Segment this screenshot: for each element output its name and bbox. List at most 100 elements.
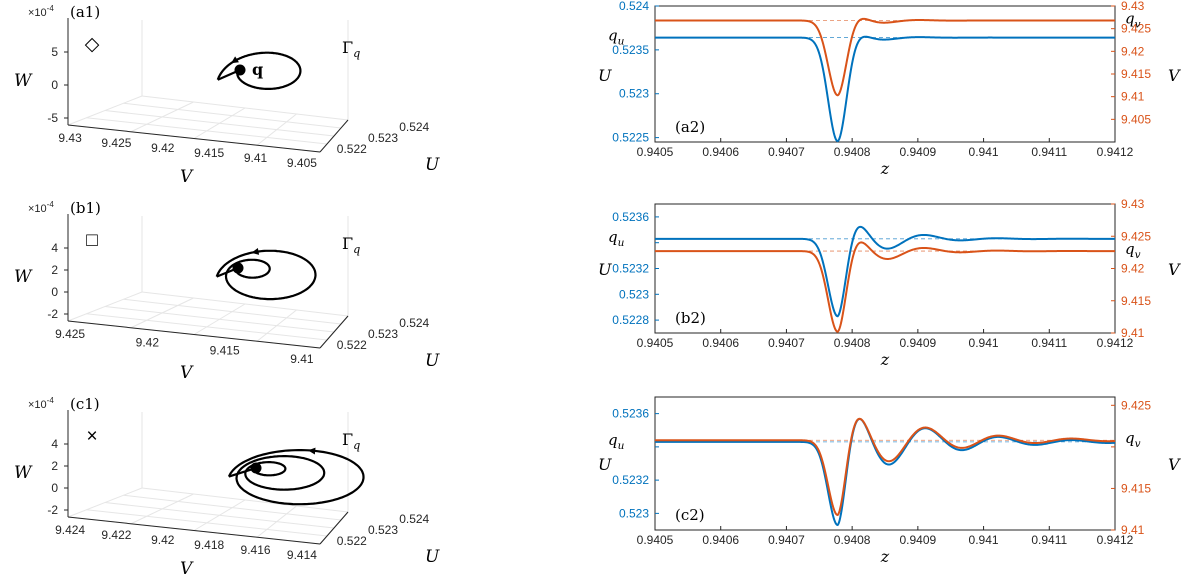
series-u — [655, 417, 1116, 527]
u-axis-title: U — [425, 351, 440, 371]
qv-label: qv — [1125, 429, 1141, 450]
u-axis-line — [319, 119, 349, 153]
v-tick-label: 9.43 — [58, 131, 82, 145]
left-tick-label: 0.524 — [619, 0, 649, 13]
right-tick-label: 9.41 — [1121, 326, 1145, 340]
qu-label: qu — [608, 27, 625, 48]
x-tick-label: 0.9412 — [1097, 336, 1134, 350]
w-tick-label: 2 — [51, 263, 58, 277]
u-axis-line — [319, 511, 349, 545]
orbit-arrow — [231, 56, 239, 64]
v-axis-line — [67, 320, 321, 349]
grid-line — [193, 499, 246, 531]
exponent-label: ×10-4 — [28, 396, 54, 411]
equilibrium-point — [234, 64, 246, 76]
right-tick-label: 9.41 — [1121, 90, 1145, 104]
plot-frame — [654, 5, 1116, 143]
left-tick-label: 0.523 — [619, 506, 649, 520]
panel-label: (c1) — [70, 395, 100, 413]
w-axis-title: W — [14, 267, 33, 287]
orbit-label: Γq — [342, 430, 360, 452]
orbit-gamma-q — [215, 249, 317, 301]
series-v — [655, 417, 1116, 517]
w-tick-label: -2 — [47, 307, 58, 321]
profile-panel-b2: 0.9405 0.9406 0.9407 0.9408 0.9409 0.941 0.941… — [598, 197, 1181, 369]
plot-frame — [654, 203, 1116, 334]
right-axis-title: V — [1168, 260, 1181, 279]
orbit-label: Γq — [342, 234, 360, 256]
v-tick-label: 9.425 — [101, 136, 131, 150]
orbit-gamma-q — [227, 449, 365, 506]
x-tick-label: 0.9412 — [1097, 145, 1134, 159]
v-axis-line — [67, 516, 321, 545]
w-tick-label: 5 — [51, 45, 58, 59]
v-axis-title: V — [180, 363, 194, 383]
left-tick-label: 0.523 — [619, 287, 649, 301]
u-axis-title: U — [425, 547, 440, 567]
grid-line — [123, 494, 342, 521]
marker-symbol: □ — [86, 230, 98, 251]
right-tick-label: 9.43 — [1121, 0, 1145, 13]
equilibrium-point — [232, 262, 244, 274]
x-tick-label: 0.9408 — [834, 533, 871, 547]
point-label-q: q — [252, 60, 263, 79]
right-axis-title: V — [1168, 66, 1181, 85]
u-tick-label: 0.524 — [399, 316, 429, 330]
u-tick-label: 0.522 — [337, 534, 367, 548]
u-tick-label: 0.524 — [399, 512, 429, 526]
w-tick-label: 0 — [51, 285, 58, 299]
x-tick-label: 0.9412 — [1097, 533, 1134, 547]
orbit-arrow — [308, 447, 316, 455]
left-axis-title: U — [598, 455, 612, 474]
left-tick-label: 0.5232 — [612, 473, 649, 487]
panel-label: (c2) — [675, 506, 705, 524]
u-tick-label: 0.523 — [368, 523, 398, 537]
x-tick-label: 0.941 — [969, 145, 999, 159]
left-tick-label: 0.5235 — [612, 43, 649, 57]
orbit-arrow — [251, 248, 260, 255]
x-axis-title: z — [880, 547, 890, 566]
right-tick-label: 9.415 — [1121, 294, 1151, 308]
right-tick-label: 9.405 — [1121, 112, 1151, 126]
u-tick-label: 0.523 — [368, 131, 398, 145]
w-tick-label: 0 — [51, 78, 58, 92]
x-tick-label: 0.9406 — [702, 336, 739, 350]
v-tick-label: 9.42 — [136, 335, 160, 349]
v-tick-label: 9.405 — [287, 156, 317, 170]
phase-panel-a1: ×10-4 (a1) ◇ 5 0 -5 W 9.43 9.425 9.42 9.415 9.41 9.4… — [14, 3, 440, 187]
right-tick-label: 9.415 — [1121, 481, 1151, 495]
x-tick-label: 0.9408 — [834, 145, 871, 159]
grid-line — [256, 505, 297, 538]
series-u — [655, 35, 1115, 143]
u-tick-label: 0.522 — [337, 142, 367, 156]
orbit-gamma-q — [216, 51, 302, 90]
v-tick-label: 9.41 — [290, 352, 314, 366]
v-tick-label: 9.42 — [151, 533, 175, 547]
exponent-label: ×10-4 — [28, 200, 54, 215]
w-tick-label: 0 — [51, 481, 58, 495]
right-tick-label: 9.415 — [1121, 67, 1151, 81]
grid-line — [193, 303, 246, 335]
x-tick-label: 0.9409 — [900, 533, 937, 547]
left-tick-label: 0.5236 — [612, 210, 649, 224]
right-tick-label: 9.425 — [1121, 229, 1151, 243]
x-tick-label: 0.941 — [969, 533, 999, 547]
w-tick-label: 4 — [51, 437, 58, 451]
w-tick-label: 2 — [51, 459, 58, 473]
v-tick-label: 9.418 — [194, 538, 224, 552]
x-tick-label: 0.9407 — [768, 336, 805, 350]
x-tick-label: 0.9408 — [834, 336, 871, 350]
series-v — [655, 17, 1115, 97]
grid-line — [123, 298, 342, 325]
exponent-label: ×10-4 — [28, 4, 54, 19]
u-tick-label: 0.522 — [337, 338, 367, 352]
equilibrium-point — [250, 462, 262, 474]
left-tick-label: 0.5225 — [612, 131, 649, 145]
phase-panel-b1: ×10-4 (b1) □ 4 2 0 -2 W 9.425 9.42 9.415 9.41 V 0.522… — [14, 199, 440, 383]
right-axis-title: V — [1168, 455, 1181, 474]
phase-portraits: ×10-4 (a1) ◇ 5 0 -5 W 9.43 9.425 9.42 9.415 9.41 9.4… — [14, 3, 440, 579]
profile-panel-c2: 0.9405 0.9406 0.9407 0.9408 0.9409 0.941 0.941… — [598, 396, 1181, 566]
qu-label: qu — [608, 431, 625, 452]
qv-label: qv — [1125, 10, 1141, 31]
